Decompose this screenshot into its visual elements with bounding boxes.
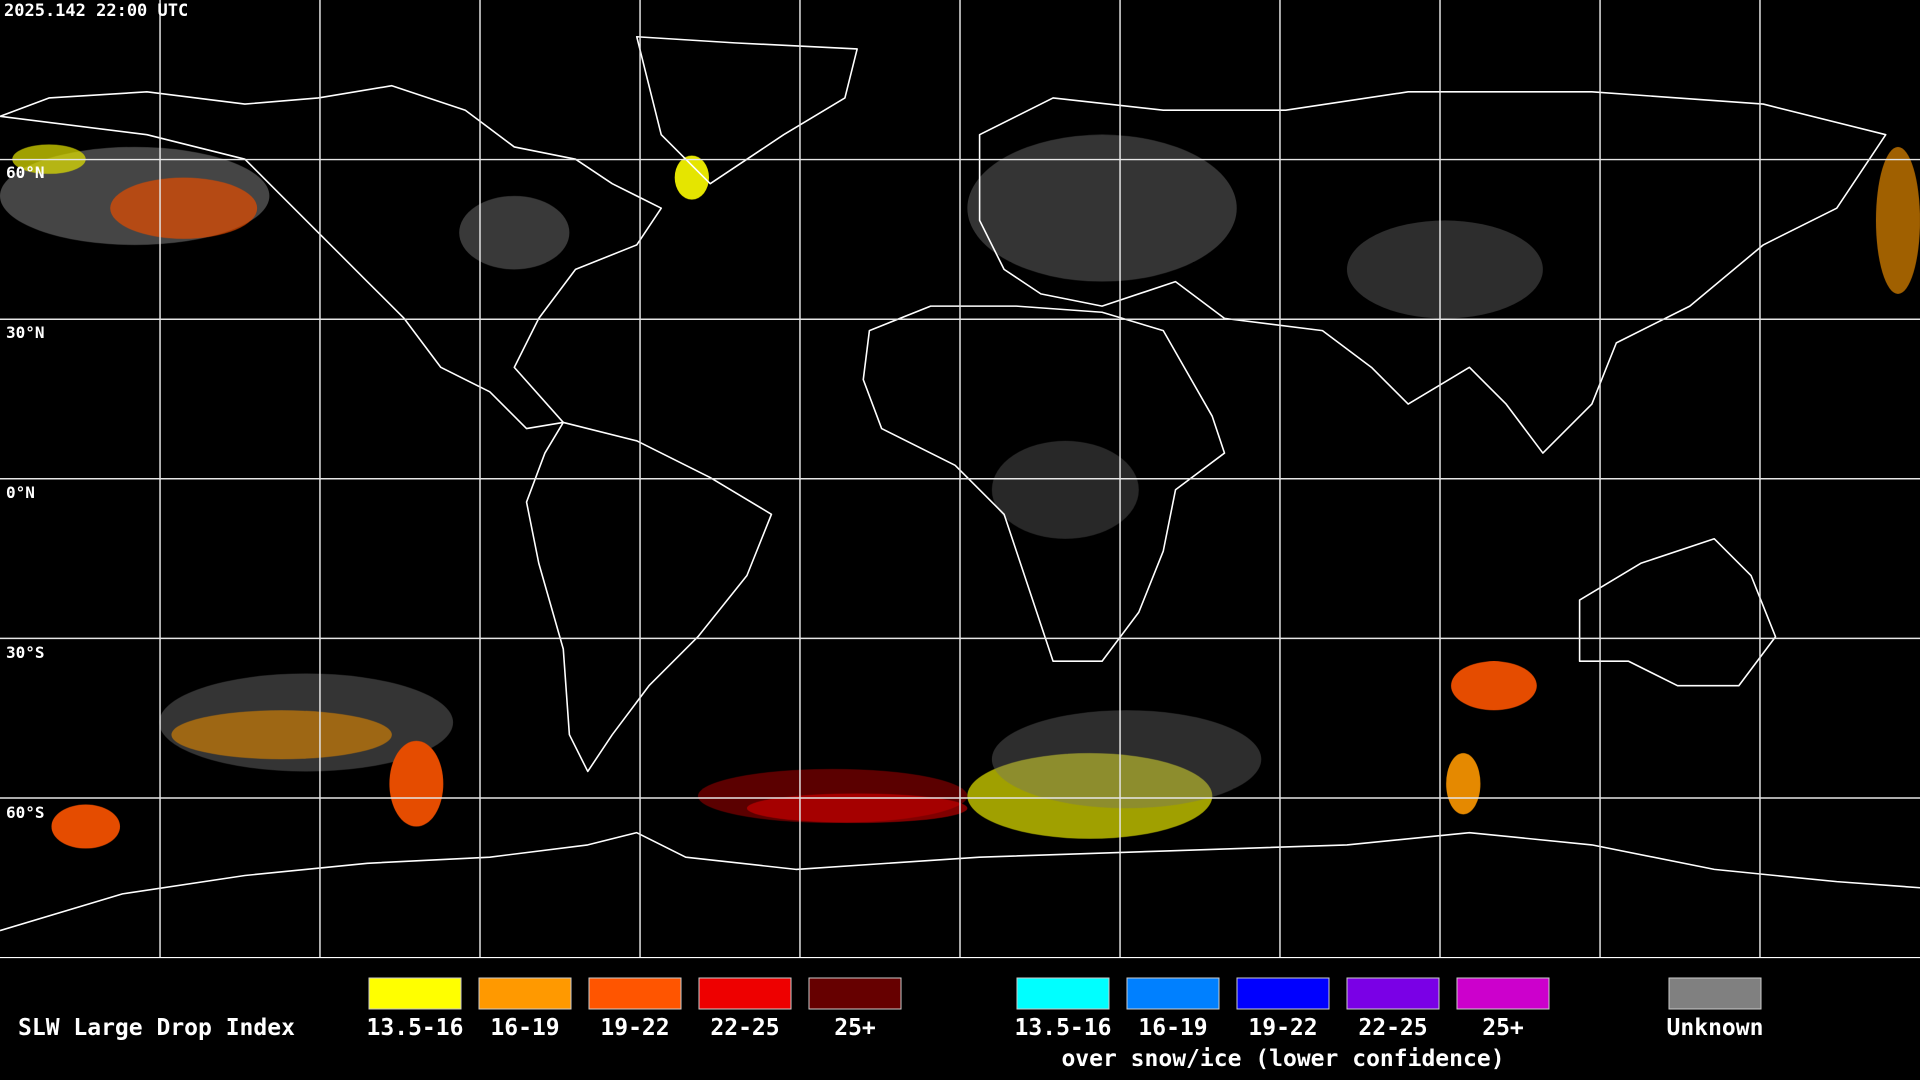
legend-swatch xyxy=(368,977,462,1010)
legend-swatch xyxy=(1456,977,1550,1010)
legend: 13.5-16 16-19 19-22 22-25 25+ 13.5-16 16-19 19-… xyxy=(367,977,1764,1072)
legend-caption: over snow/ice (lower confidence) xyxy=(1061,1046,1504,1072)
legend-label: 19-22 xyxy=(1248,1015,1317,1041)
latitude-label: 30°N xyxy=(6,323,45,342)
latitude-label: 0°N xyxy=(6,483,35,502)
legend-label: 25+ xyxy=(1482,1015,1524,1041)
legend-label: Unknown xyxy=(1667,1015,1764,1041)
legend-label: 22-25 xyxy=(710,1015,779,1041)
legend-label: 19-22 xyxy=(600,1015,669,1041)
graticule xyxy=(0,0,1920,958)
legend-swatch xyxy=(698,977,792,1010)
timestamp: 2025.142 22:00 UTC xyxy=(4,1,188,21)
legend-title: SLW Large Drop Index xyxy=(18,1015,295,1041)
legend-swatch xyxy=(1126,977,1220,1010)
coastlines xyxy=(0,35,1920,932)
legend-swatch xyxy=(1236,977,1330,1010)
map xyxy=(0,0,1920,959)
latitude-label: 60°S xyxy=(6,803,45,822)
imagery xyxy=(0,134,1920,849)
legend-label: 13.5-16 xyxy=(367,1015,464,1041)
legend-label: 16-19 xyxy=(490,1015,559,1041)
legend-label: 22-25 xyxy=(1358,1015,1427,1041)
legend-swatch xyxy=(1668,977,1762,1010)
legend-swatch xyxy=(1346,977,1440,1010)
legend-label: 25+ xyxy=(834,1015,876,1041)
latitude-label: 30°S xyxy=(6,643,45,662)
legend-swatch xyxy=(588,977,682,1010)
legend-swatch xyxy=(478,977,572,1010)
legend-label: 13.5-16 xyxy=(1015,1015,1112,1041)
latitude-label: 60°N xyxy=(6,163,45,182)
latitude-labels: 60°N 30°N 0°N 30°S 60°S xyxy=(6,163,45,822)
legend-swatch xyxy=(808,977,902,1010)
legend-swatch xyxy=(1016,977,1110,1010)
legend-label: 16-19 xyxy=(1138,1015,1207,1041)
